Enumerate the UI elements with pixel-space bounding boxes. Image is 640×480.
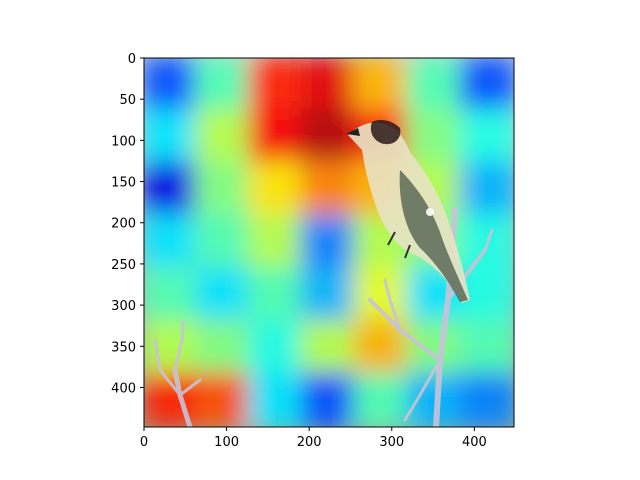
heatmap-cell (300, 319, 358, 377)
heatmap-cell (353, 319, 411, 377)
heatmap-cell (353, 58, 411, 113)
heatmap-cell (300, 214, 358, 271)
heatmap-cell (144, 58, 199, 113)
heatmap-cell (144, 108, 199, 166)
heatmap-cell (247, 372, 305, 427)
y-tick-label: 400 (111, 381, 136, 396)
y-axis: 0 50 100 150 200 250 300 350 400 (111, 52, 144, 396)
y-tick-label: 200 (111, 217, 136, 232)
heatmap-cell (406, 108, 464, 166)
heatmap-cell (247, 214, 305, 271)
heatmap-cell (459, 58, 514, 113)
heatmap-cell (247, 161, 305, 219)
heatmap-cell (144, 161, 199, 219)
heatmap-cell (194, 372, 252, 427)
heatmap-cell (300, 161, 358, 219)
heatmap-cell (194, 161, 252, 219)
y-tick-label: 300 (111, 299, 136, 314)
axes-frame (143, 57, 515, 428)
heatmap-cell (247, 58, 305, 113)
heatmap-cell (300, 58, 358, 113)
heatmap-cell (144, 319, 199, 377)
plot-area (144, 58, 514, 427)
heatmap-cell (144, 214, 199, 271)
bird-icon (346, 120, 470, 303)
heatmap-cell (300, 372, 358, 427)
y-tick-label: 250 (111, 258, 136, 273)
x-tick-label: 100 (214, 435, 239, 450)
heatmap-cell (194, 214, 252, 271)
heatmap-cell (247, 266, 305, 324)
y-tick-label: 0 (128, 52, 136, 67)
x-tick-label: 200 (297, 435, 322, 450)
y-tick-label: 350 (111, 340, 136, 355)
heatmap-cell (459, 372, 514, 427)
heatmap-layer (144, 58, 514, 427)
y-tick-label: 150 (111, 176, 136, 191)
heatmap-cell (194, 58, 252, 113)
heatmap-cell (300, 108, 358, 166)
heatmap-cell (247, 108, 305, 166)
heatmap-cell (247, 319, 305, 377)
heatmap-cell (194, 266, 252, 324)
x-axis: 0 100 200 300 400 (140, 427, 487, 450)
heatmap-cell (194, 108, 252, 166)
heatmap-cell (406, 58, 464, 113)
y-tick-label: 100 (111, 134, 136, 149)
heatmap-cell (459, 108, 514, 166)
heatmap-cell (353, 372, 411, 427)
heatmap-cell (459, 161, 514, 219)
x-tick-label: 400 (462, 435, 487, 450)
heatmap-cell (300, 266, 358, 324)
heatmap-cell (144, 266, 199, 324)
x-tick-label: 300 (379, 435, 404, 450)
x-tick-label: 0 (140, 435, 148, 450)
heatmap-cell (194, 319, 252, 377)
heatmap-cell (353, 266, 411, 324)
heatmap-cell (459, 319, 514, 377)
y-tick-label: 50 (119, 93, 136, 108)
